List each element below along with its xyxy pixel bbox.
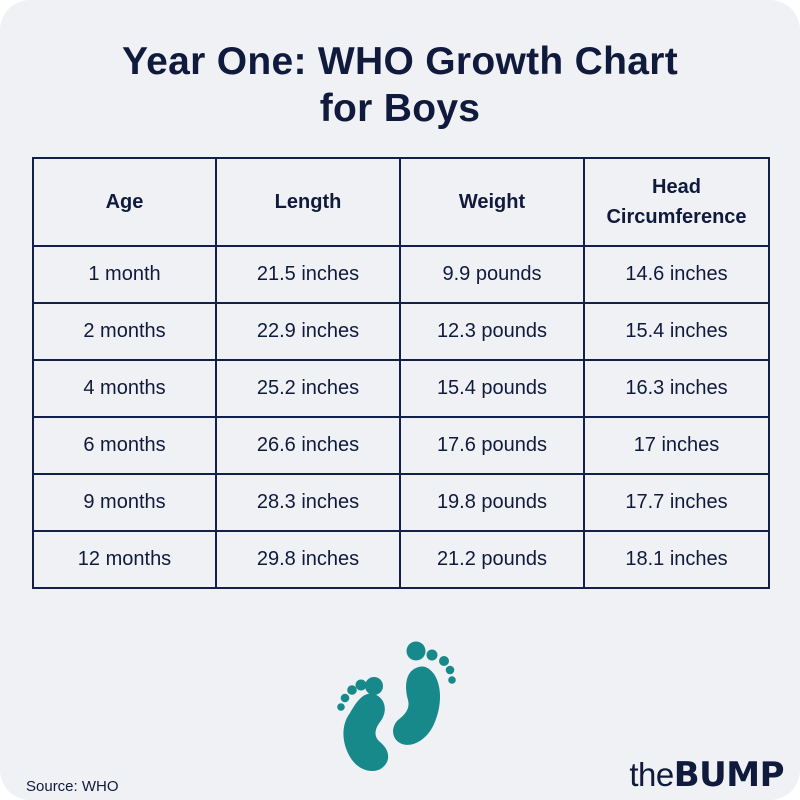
logo-the: the [629, 756, 674, 793]
header-head-line-1: Head [652, 176, 701, 198]
cell-weight: 9.9 pounds [399, 245, 585, 304]
logo-bump: BUMP [673, 755, 785, 795]
table-row: 9 months 28.3 inches 19.8 pounds 17.7 in… [32, 473, 770, 532]
cell-head-circumference: 16.3 inches [583, 359, 770, 418]
cell-length: 21.5 inches [215, 245, 401, 304]
table-row: 12 months 29.8 inches 21.2 pounds 18.1 i… [32, 530, 770, 589]
cell-length: 28.3 inches [215, 473, 401, 532]
cell-weight: 15.4 pounds [399, 359, 585, 418]
thebump-logo: theBUMP [629, 755, 785, 795]
cell-length: 25.2 inches [215, 359, 401, 418]
header-length: Length [215, 157, 401, 247]
header-age: Age [32, 157, 217, 247]
cell-age: 1 month [32, 245, 217, 304]
cell-age: 9 months [32, 473, 217, 532]
title-line-1: Year One: WHO Growth Chart [121, 40, 679, 83]
table-row: 4 months 25.2 inches 15.4 pounds 16.3 in… [32, 359, 770, 418]
baby-feet-icon [337, 641, 456, 772]
cell-weight: 19.8 pounds [399, 473, 585, 532]
page-title: Year One: WHO Growth Chart for Boys [0, 38, 800, 132]
growth-table: Age Length Weight Head Circumference 1 m… [32, 157, 770, 589]
header-weight: Weight [399, 157, 585, 247]
cell-head-circumference: 14.6 inches [583, 245, 770, 304]
cell-head-circumference: 17 inches [583, 416, 770, 475]
cell-age: 6 months [32, 416, 217, 475]
cell-age: 4 months [32, 359, 217, 418]
table-row: 6 months 26.6 inches 17.6 pounds 17 inch… [32, 416, 770, 475]
cell-age: 12 months [32, 530, 217, 589]
cell-length: 22.9 inches [215, 302, 401, 361]
title-line-2: for Boys [319, 87, 481, 130]
cell-head-circumference: 15.4 inches [583, 302, 770, 361]
header-head-circumference: Head Circumference [583, 157, 770, 247]
source-label: Source: WHO [26, 778, 119, 795]
cell-head-circumference: 18.1 inches [583, 530, 770, 589]
cell-length: 26.6 inches [215, 416, 401, 475]
cell-weight: 17.6 pounds [399, 416, 585, 475]
cell-weight: 12.3 pounds [399, 302, 585, 361]
table-header-row: Age Length Weight Head Circumference [32, 157, 770, 247]
cell-age: 2 months [32, 302, 217, 361]
table-row: 2 months 22.9 inches 12.3 pounds 15.4 in… [32, 302, 770, 361]
cell-head-circumference: 17.7 inches [583, 473, 770, 532]
table-row: 1 month 21.5 inches 9.9 pounds 14.6 inch… [32, 245, 770, 304]
cell-length: 29.8 inches [215, 530, 401, 589]
header-head-line-2: Circumference [606, 206, 747, 228]
cell-weight: 21.2 pounds [399, 530, 585, 589]
